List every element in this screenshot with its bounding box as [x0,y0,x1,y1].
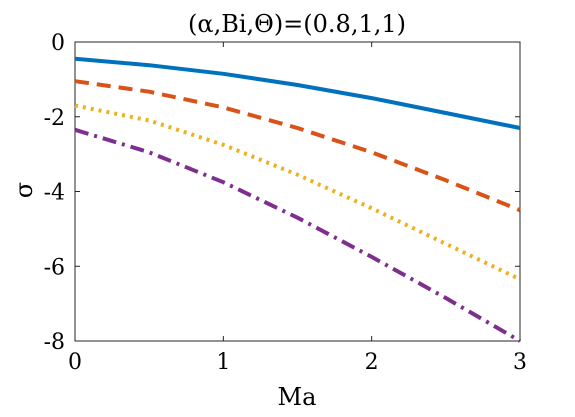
x-tick-label: 2 [365,350,379,375]
y-tick-label: -2 [44,106,65,131]
y-axis-label: σ [10,182,38,198]
x-axis-label: Ma [278,383,317,411]
series-line-1 [74,56,521,130]
chart-title: (α,Bi,Θ)=(0.8,1,1) [188,10,406,38]
y-tick-label: -8 [44,330,65,355]
y-tick-label: -6 [44,255,65,280]
series-line-2 [74,79,521,213]
x-tick-label: 0 [68,350,82,375]
y-tick-label: -4 [44,181,65,206]
series-line-3 [74,103,521,282]
series-line-4 [74,127,522,343]
series-layer [74,56,522,343]
y-tick-label: 0 [51,31,65,56]
x-tick-label: 1 [216,350,230,375]
x-tick-label: 3 [513,350,527,375]
axis-layer: 0 1 2 3 0 -2 -4 -6 -8 [44,31,527,375]
